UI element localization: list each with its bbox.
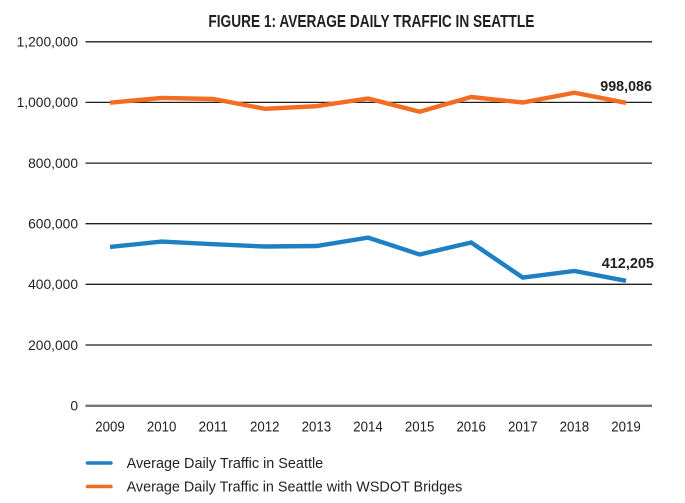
svg-text:2018: 2018 [560, 419, 590, 435]
svg-text:600,000: 600,000 [28, 217, 78, 232]
svg-text:200,000: 200,000 [28, 338, 78, 353]
svg-text:2019: 2019 [611, 419, 641, 435]
svg-text:2013: 2013 [302, 419, 332, 435]
svg-text:400,000: 400,000 [28, 277, 78, 292]
svg-text:2014: 2014 [353, 419, 383, 435]
svg-text:2017: 2017 [508, 419, 538, 435]
svg-text:1,000,000: 1,000,000 [17, 95, 79, 110]
svg-text:412,205: 412,205 [602, 256, 654, 272]
svg-text:998,086: 998,086 [600, 79, 652, 95]
svg-text:2009: 2009 [95, 419, 125, 435]
svg-text:2012: 2012 [250, 419, 280, 435]
svg-text:2015: 2015 [405, 419, 435, 435]
svg-text:Average Daily Traffic in Seatt: Average Daily Traffic in Seattle [127, 455, 324, 472]
svg-text:FIGURE 1: AVERAGE DAILY TRAFFI: FIGURE 1: AVERAGE DAILY TRAFFIC IN SEATT… [208, 11, 534, 31]
svg-text:0: 0 [70, 398, 78, 413]
svg-text:800,000: 800,000 [28, 156, 78, 171]
svg-text:2016: 2016 [456, 419, 486, 435]
svg-text:Average Daily Traffic in Seatt: Average Daily Traffic in Seattle with WS… [127, 479, 463, 496]
svg-text:1,200,000: 1,200,000 [17, 35, 79, 50]
svg-text:2010: 2010 [147, 419, 177, 435]
svg-text:2011: 2011 [198, 419, 228, 435]
